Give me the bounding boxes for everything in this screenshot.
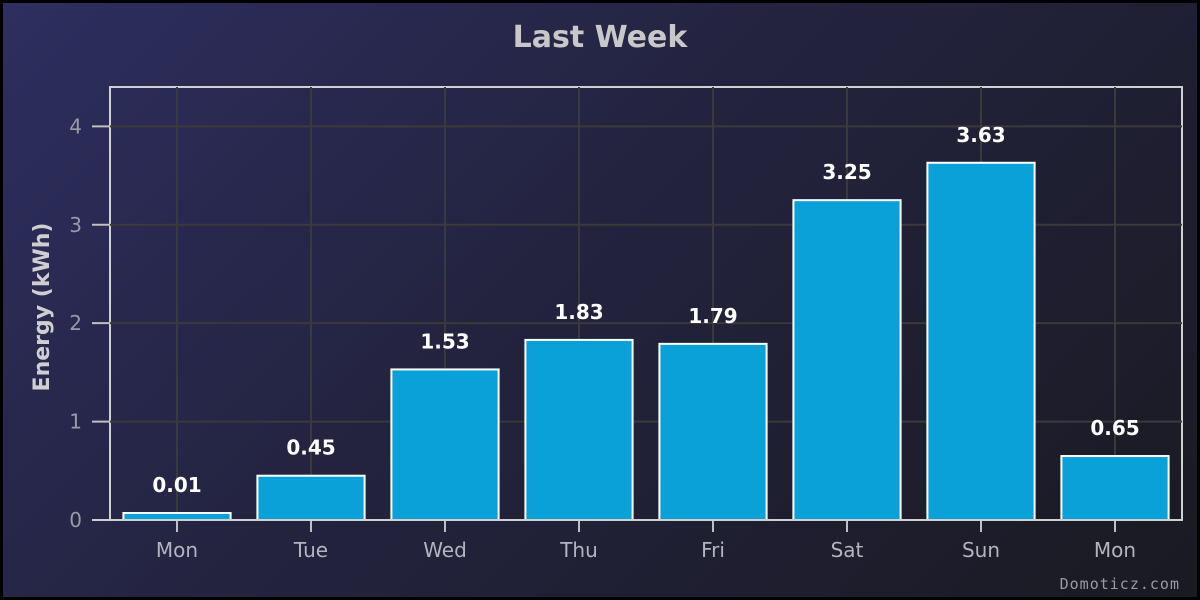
x-tick-label: Tue xyxy=(293,538,328,562)
x-tick-label: Sat xyxy=(831,538,864,562)
bars xyxy=(122,161,1170,522)
y-axis: 0 1 2 3 4 xyxy=(69,114,110,532)
x-axis: Mon Tue Wed Thu Fri Sat Sun Mon xyxy=(92,519,1182,562)
bar xyxy=(1060,455,1170,521)
bar xyxy=(390,368,500,521)
bar xyxy=(122,512,232,521)
y-axis-label: Energy (kWh) xyxy=(30,223,55,392)
data-label: 0.45 xyxy=(286,436,335,460)
bar xyxy=(658,342,768,521)
data-label: 0.01 xyxy=(152,473,201,497)
data-label: 0.65 xyxy=(1090,416,1139,440)
data-label: 1.53 xyxy=(420,329,469,353)
x-tick-label: Mon xyxy=(156,538,198,562)
credit-text: Domoticz.com xyxy=(1060,575,1180,593)
y-tick-label: 3 xyxy=(69,213,82,237)
data-label: 1.79 xyxy=(688,304,737,328)
bar xyxy=(256,474,366,522)
bar xyxy=(524,338,634,522)
y-tick-label: 4 xyxy=(69,114,82,138)
y-tick-label: 2 xyxy=(69,311,82,335)
data-label: 3.25 xyxy=(822,160,871,184)
y-tick-label: 1 xyxy=(69,410,82,434)
x-tick-label: Fri xyxy=(701,538,725,562)
bar xyxy=(792,199,902,522)
x-tick-label: Thu xyxy=(559,538,598,562)
data-label: 1.83 xyxy=(554,300,603,324)
x-tick-label: Sun xyxy=(962,538,1000,562)
data-label: 3.63 xyxy=(956,123,1005,147)
bar-chart: Last Week Energy (kWh) 0.01 0.45 1.53 1.83 1… xyxy=(30,20,1183,593)
chart-title: Last Week xyxy=(513,20,689,55)
x-tick-label: Wed xyxy=(423,538,467,562)
x-tick-label: Mon xyxy=(1094,538,1136,562)
bar xyxy=(926,161,1036,521)
data-labels: 0.01 0.45 1.53 1.83 1.79 3.25 3.63 0.65 xyxy=(152,123,1139,497)
y-tick-label: 0 xyxy=(69,508,82,532)
